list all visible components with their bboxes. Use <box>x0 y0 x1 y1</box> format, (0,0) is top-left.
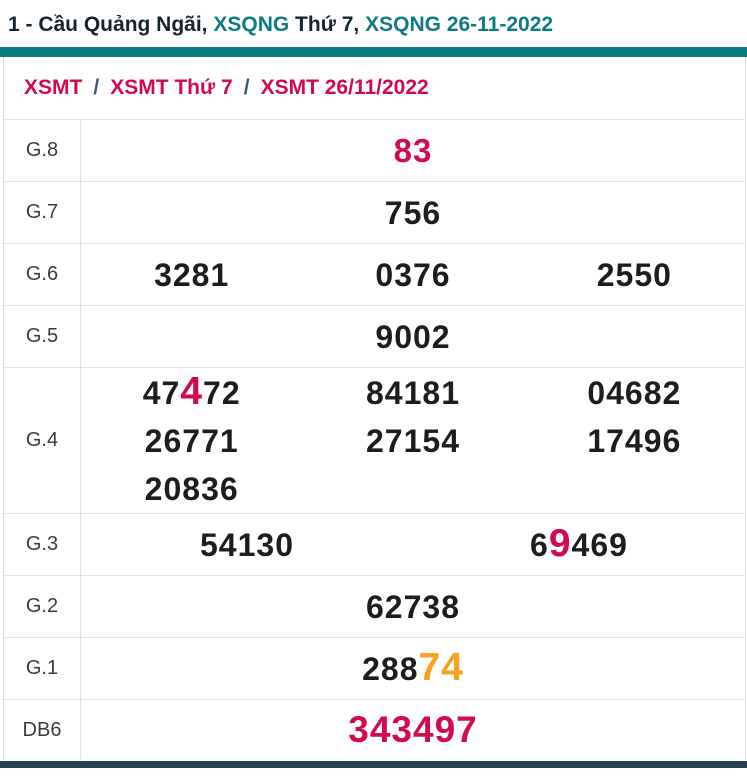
breadcrumb-separator: / <box>93 76 100 99</box>
prize-row-g8: G.8 83 <box>4 119 745 181</box>
prize-value: 343497 <box>348 706 477 755</box>
prize-value: 3281 <box>154 251 229 299</box>
digit-text: 9002 <box>375 318 451 355</box>
digit-text: 54130 <box>200 526 294 563</box>
breadcrumb-link[interactable]: XSMT <box>24 76 83 99</box>
prize-values: 756 <box>81 182 745 243</box>
digit-text: 20836 <box>144 471 239 507</box>
prize-values: 9002 <box>81 306 745 367</box>
breadcrumb-link[interactable]: XSMT Thứ 7 <box>110 76 233 99</box>
highlight-digit: 343497 <box>348 709 478 750</box>
prize-value: 20836 <box>145 465 239 513</box>
prize-row-g6: G.6 3281 0376 2550 <box>4 243 745 305</box>
teal-divider-bar <box>0 47 747 57</box>
prize-values: 3281 0376 2550 <box>81 244 745 305</box>
digit-text: 17496 <box>587 423 682 459</box>
digit-text: 6 <box>530 527 549 563</box>
prize-row-g5: G.5 9002 <box>4 305 745 367</box>
prize-label: G.2 <box>4 576 81 637</box>
prize-label: G.5 <box>4 306 81 367</box>
prize-label: G.6 <box>4 244 81 305</box>
breadcrumb: XSMT / XSMT Thứ 7 / XSMT 26/11/2022 <box>4 57 745 119</box>
prize-value: 26771 <box>145 417 239 465</box>
prize-row-db6: DB6 343497 <box>4 699 745 761</box>
prize-value: 0376 <box>375 251 450 299</box>
highlight-digit: 74 <box>418 646 464 689</box>
prize-row-g4: G.4 47472 84181 04682 26771 27154 17496 20836 <box>4 367 745 513</box>
prize-row-g2: G.2 62738 <box>4 575 745 637</box>
title-text: 1 - Cầu Quảng Ngãi, <box>8 12 214 36</box>
prize-label: G.7 <box>4 182 81 243</box>
prize-label: G.8 <box>4 120 81 181</box>
page-title: 1 - Cầu Quảng Ngãi, XSQNG Thứ 7, XSQNG 2… <box>0 0 747 47</box>
prize-value: 62738 <box>366 583 460 631</box>
prize-value: 9002 <box>375 313 450 361</box>
title-link[interactable]: XSQNG 26-11-2022 <box>365 12 554 36</box>
digit-text: 47 <box>142 375 181 411</box>
prize-label: DB6 <box>4 700 81 761</box>
digit-text: 72 <box>203 375 241 411</box>
prize-value: 27154 <box>366 417 460 465</box>
title-link[interactable]: XSQNG <box>213 12 290 36</box>
prize-value: 17496 <box>587 417 681 465</box>
results-table: G.8 83 G.7 756 G.6 3281 0376 2550 G.5 9002 G.4 4747… <box>4 119 745 761</box>
prize-values: 62738 <box>81 576 745 637</box>
prize-value: 2550 <box>597 251 672 299</box>
highlight-digit: 83 <box>393 131 433 169</box>
prize-row-g1: G.1 28874 <box>4 637 745 699</box>
digit-text: 26771 <box>144 423 239 459</box>
prize-value: 47472 <box>143 368 241 417</box>
prize-values: 83 <box>81 120 745 181</box>
digit-text: 756 <box>384 194 442 231</box>
digit-text: 27154 <box>366 423 460 459</box>
prize-label: G.4 <box>4 368 81 513</box>
digit-text: 62738 <box>366 588 460 625</box>
prize-values: 54130 69469 <box>81 514 745 575</box>
prize-values: 47472 84181 04682 26771 27154 17496 20836 <box>81 368 745 513</box>
prize-value: 83 <box>394 127 433 175</box>
prize-values: 343497 <box>81 700 745 761</box>
digit-text: 469 <box>571 527 628 563</box>
prize-label: G.1 <box>4 638 81 699</box>
prize-value: 69469 <box>530 520 628 569</box>
prize-value: 04682 <box>587 369 681 417</box>
breadcrumb-link[interactable]: XSMT 26/11/2022 <box>260 76 429 99</box>
prize-value: 756 <box>385 189 441 237</box>
highlight-digit: 9 <box>548 522 572 565</box>
prize-row-g3: G.3 54130 69469 <box>4 513 745 575</box>
digit-text: 84181 <box>366 374 460 411</box>
prize-row-g7: G.7 756 <box>4 181 745 243</box>
highlight-digit: 4 <box>180 370 204 413</box>
digit-text: 3281 <box>154 256 230 293</box>
title-text: Thứ 7, <box>289 12 366 36</box>
digit-text: 288 <box>362 651 419 687</box>
breadcrumb-separator: / <box>243 76 250 99</box>
prize-values: 28874 <box>81 638 745 699</box>
prize-label: G.3 <box>4 514 81 575</box>
content-container: XSMT / XSMT Thứ 7 / XSMT 26/11/2022 G.8 83 G.7… <box>3 57 746 761</box>
digit-text: 04682 <box>587 374 682 411</box>
prize-value: 54130 <box>200 521 294 569</box>
prize-value: 84181 <box>366 369 460 417</box>
digit-text: 2550 <box>596 256 672 293</box>
prize-value: 28874 <box>362 644 464 693</box>
digit-text: 0376 <box>375 256 451 293</box>
bottom-bar <box>0 761 747 768</box>
